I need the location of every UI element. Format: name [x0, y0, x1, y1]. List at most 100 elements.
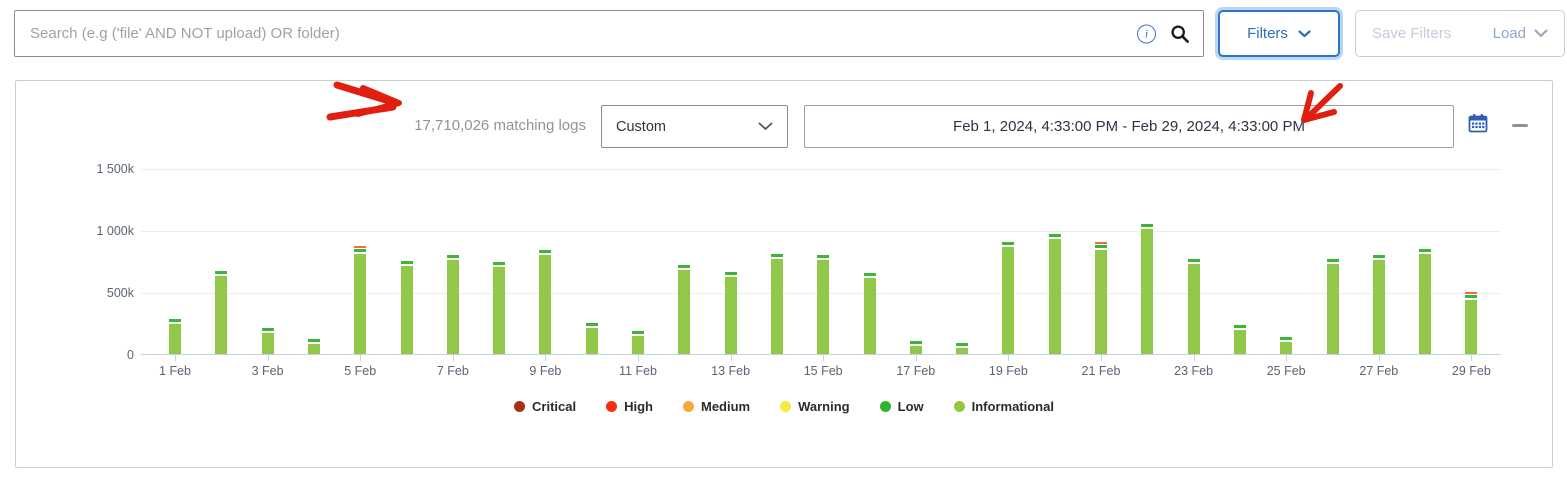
- search-input[interactable]: [14, 10, 1204, 57]
- bar-25-feb[interactable]: [1280, 337, 1293, 354]
- filters-button[interactable]: Filters: [1218, 10, 1340, 57]
- severity-legend: Critical High Medium Warning Low Informationa…: [16, 399, 1552, 414]
- bar-segment-low: [307, 339, 320, 342]
- bar-segment-low: [724, 272, 737, 275]
- bar-3-feb[interactable]: [261, 328, 274, 354]
- legend-item-medium[interactable]: Medium: [682, 399, 750, 414]
- bar-7-feb[interactable]: [446, 255, 459, 354]
- bar-10-feb[interactable]: [585, 323, 598, 354]
- x-axis-tick: [545, 355, 547, 361]
- bar-17-feb[interactable]: [909, 341, 922, 354]
- bar-segment-gap: [1048, 237, 1061, 239]
- legend-item-low[interactable]: Low: [879, 399, 924, 414]
- bar-segment-low: [1280, 337, 1293, 340]
- chevron-down-icon: [758, 122, 773, 130]
- x-axis-tick: [360, 355, 362, 361]
- bar-segment-high: [1095, 242, 1107, 244]
- bar-segment-informational: [215, 276, 228, 354]
- x-axis-label: 15 Feb: [803, 364, 843, 378]
- bar-8-feb[interactable]: [493, 262, 506, 354]
- bar-segment-gap: [1187, 262, 1200, 264]
- bar-segment-gap: [539, 253, 552, 255]
- bar-segment-gap: [678, 268, 691, 270]
- legend-item-high[interactable]: High: [606, 399, 653, 414]
- date-range-input[interactable]: Feb 1, 2024, 4:33:00 PM - Feb 29, 2024, …: [804, 105, 1454, 148]
- legend-item-critical[interactable]: Critical: [514, 399, 576, 414]
- bar-segment-low: [1419, 249, 1432, 252]
- legend-label: High: [624, 399, 653, 414]
- bar-segment-informational: [1326, 264, 1339, 354]
- bar-28-feb[interactable]: [1419, 249, 1432, 354]
- search-box: i: [14, 10, 1204, 57]
- bar-1-feb[interactable]: [169, 319, 181, 354]
- bar-4-feb[interactable]: [307, 339, 320, 354]
- y-axis-label: 1 000k: [96, 224, 134, 238]
- search-icon[interactable]: [1170, 24, 1190, 44]
- collapse-minus-icon[interactable]: [1512, 124, 1528, 127]
- bar-segment-informational: [354, 254, 367, 354]
- bar-segment-informational: [493, 267, 506, 354]
- bar-2-feb[interactable]: [215, 271, 228, 354]
- bar-segment-gap: [1419, 252, 1432, 254]
- bar-segment-gap: [1465, 298, 1478, 300]
- bar-16-feb[interactable]: [863, 273, 876, 354]
- bar-14-feb[interactable]: [770, 254, 783, 354]
- bar-24-feb[interactable]: [1233, 325, 1246, 354]
- bar-segment-low: [1326, 259, 1339, 262]
- bar-18-feb[interactable]: [956, 343, 969, 354]
- legend-dot-icon: [780, 401, 792, 412]
- bar-segment-low: [678, 265, 691, 268]
- time-range-select-value: Custom: [616, 118, 666, 135]
- bar-26-feb[interactable]: [1326, 259, 1339, 354]
- bar-6-feb[interactable]: [400, 261, 413, 354]
- bar-segment-gap: [770, 257, 783, 259]
- info-icon[interactable]: i: [1137, 24, 1156, 43]
- legend-dot-icon: [953, 401, 965, 412]
- bar-segment-gap: [446, 258, 459, 260]
- bar-segment-informational: [1048, 239, 1061, 354]
- x-axis-tick: [1286, 355, 1288, 361]
- bar-segment-gap: [724, 275, 737, 277]
- bar-segment-gap: [1141, 227, 1154, 229]
- bar-11-feb[interactable]: [632, 331, 644, 354]
- x-axis-tick: [175, 355, 176, 361]
- bar-segment-low: [493, 262, 506, 265]
- gridline: [141, 231, 1501, 232]
- time-range-select[interactable]: Custom: [601, 105, 788, 148]
- bar-22-feb[interactable]: [1141, 224, 1154, 354]
- x-axis-tick: [638, 355, 639, 361]
- bar-segment-low: [1002, 242, 1015, 245]
- save-filters-button[interactable]: Save Filters: [1372, 25, 1452, 42]
- bar-segment-low: [1095, 245, 1107, 248]
- y-axis-label: 0: [127, 348, 134, 362]
- bar-9-feb[interactable]: [539, 250, 552, 354]
- bar-segment-gap: [354, 252, 367, 254]
- bar-23-feb[interactable]: [1187, 259, 1200, 354]
- bar-15-feb[interactable]: [817, 255, 830, 354]
- bar-segment-low: [1187, 259, 1200, 262]
- x-axis-tick: [915, 355, 917, 361]
- bar-segment-informational: [1187, 264, 1200, 354]
- x-axis-tick: [823, 355, 825, 361]
- calendar-icon[interactable]: [1468, 113, 1488, 133]
- bar-19-feb[interactable]: [1002, 242, 1015, 354]
- bar-5-feb[interactable]: [354, 246, 367, 354]
- bar-29-feb[interactable]: [1465, 292, 1478, 354]
- bar-20-feb[interactable]: [1048, 234, 1061, 354]
- bar-12-feb[interactable]: [678, 265, 691, 354]
- bar-segment-low: [585, 323, 598, 326]
- bar-27-feb[interactable]: [1372, 255, 1385, 354]
- save-load-group: Save Filters Load: [1355, 10, 1565, 57]
- legend-item-warning[interactable]: Warning: [780, 399, 850, 414]
- bar-21-feb[interactable]: [1095, 242, 1107, 354]
- matching-logs-count: 17,710,026 matching logs: [414, 117, 586, 134]
- bar-segment-high: [354, 246, 367, 248]
- load-button[interactable]: Load: [1493, 25, 1548, 42]
- date-range-text: Feb 1, 2024, 4:33:00 PM - Feb 29, 2024, …: [953, 118, 1305, 135]
- bar-13-feb[interactable]: [724, 272, 737, 354]
- bar-segment-low: [817, 255, 830, 258]
- legend-item-informational[interactable]: Informational: [953, 399, 1054, 414]
- x-axis-label: 7 Feb: [436, 364, 469, 378]
- bar-segment-low: [215, 271, 228, 274]
- bar-segment-low: [169, 319, 181, 322]
